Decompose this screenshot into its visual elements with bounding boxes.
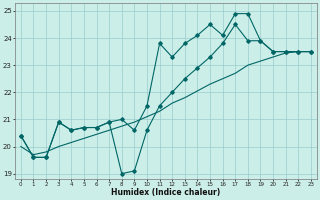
X-axis label: Humidex (Indice chaleur): Humidex (Indice chaleur): [111, 188, 220, 197]
